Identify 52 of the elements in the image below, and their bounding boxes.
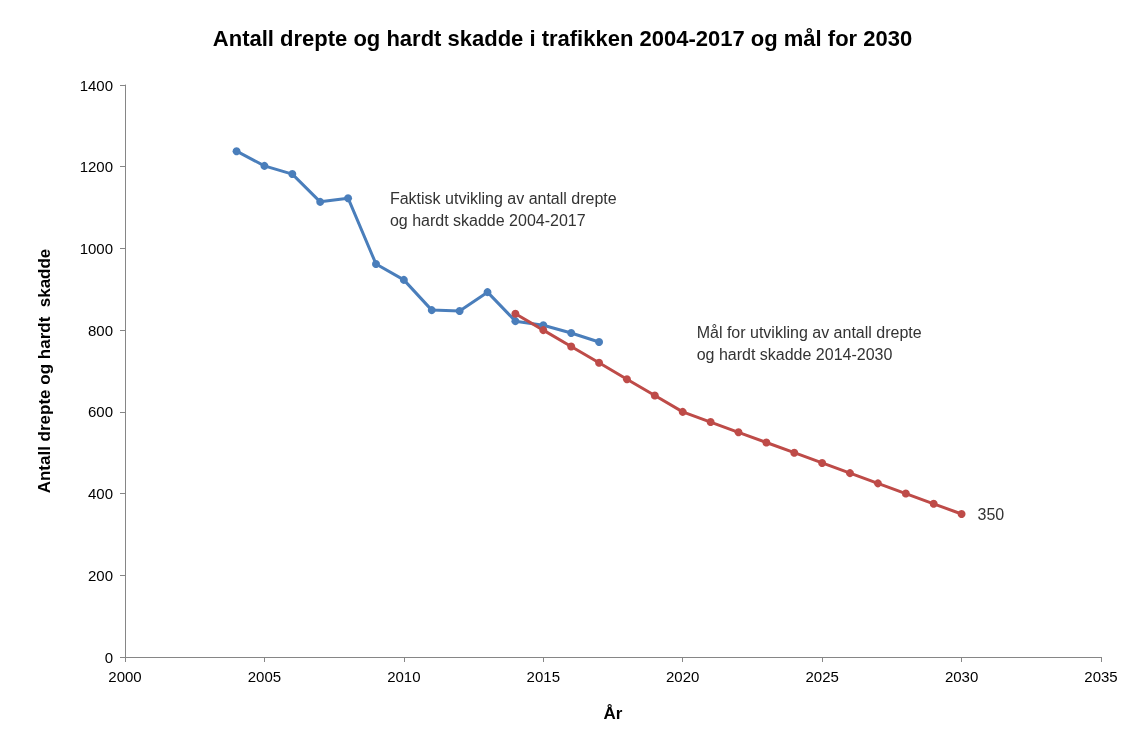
annotation: 350 (977, 505, 1005, 523)
text: Mål for utvikling av antall drepte og hardt skadde 2014-2030 (696, 324, 922, 364)
y-tick-label: 1400 (79, 76, 113, 94)
point (567, 342, 576, 351)
x-tick-label: 2030 (944, 668, 979, 685)
point (595, 358, 604, 367)
y-tick-label: 0 (104, 648, 113, 666)
point (595, 337, 604, 346)
point (678, 407, 687, 416)
point (371, 259, 380, 268)
point (316, 197, 325, 206)
x-tick-label: 2025 (805, 668, 839, 685)
point (511, 309, 520, 318)
point (427, 306, 436, 315)
y-axis-title: Antall drepte og hardt skadde (35, 248, 54, 494)
point (762, 438, 771, 447)
point (232, 147, 241, 156)
point (873, 479, 882, 488)
x-tick-label: 2020 (666, 668, 700, 685)
chart-title: Antall drepte og hardt skadde i trafikken 2004-2017 og mål for 2030 (212, 25, 913, 51)
point (483, 288, 492, 297)
point (288, 170, 297, 179)
x-tick-label: 2015 (526, 668, 560, 685)
point (344, 194, 353, 203)
point (846, 469, 855, 478)
series-label: Faktisk utvikling av antall drepte og hardt skadde 2004-2017 (389, 189, 617, 229)
y-tick-label: 1200 (79, 158, 113, 176)
y-tick-label: 1000 (79, 239, 113, 257)
point (818, 458, 827, 467)
point (650, 391, 659, 400)
x-axis-title: År (603, 704, 623, 723)
y-tick-label: 600 (87, 403, 113, 421)
y-tick-label: 400 (87, 485, 113, 503)
point (929, 499, 938, 508)
point (622, 375, 631, 384)
point (957, 510, 966, 518)
point (399, 275, 408, 284)
x-tick-label: 2005 (247, 668, 282, 685)
point (455, 306, 464, 315)
point (511, 317, 520, 326)
point (734, 428, 743, 437)
point (790, 448, 799, 457)
point (539, 326, 548, 335)
point (901, 489, 910, 498)
x-tick-label: 2035 (1084, 668, 1118, 685)
point (260, 161, 269, 170)
x-tick-label: 2000 (108, 668, 142, 685)
y-tick-label: 800 (87, 321, 113, 339)
x-tick-label: 2010 (387, 668, 421, 685)
y-tick-label: 200 (87, 566, 113, 584)
point (567, 329, 576, 337)
point (706, 418, 715, 427)
